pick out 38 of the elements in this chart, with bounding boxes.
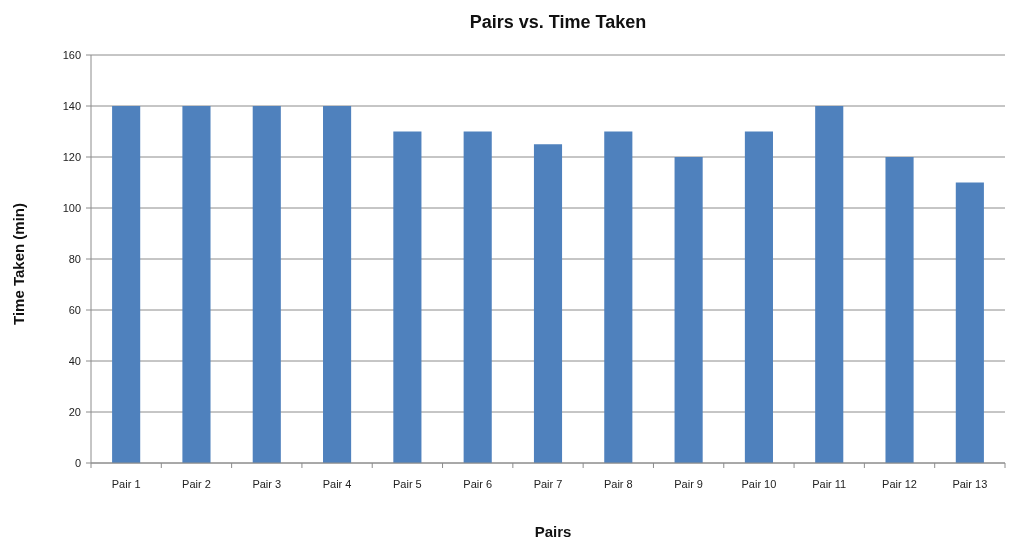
- x-tick-label: Pair 9: [674, 478, 703, 490]
- y-tick-label: 140: [62, 99, 81, 112]
- bar: [533, 144, 563, 463]
- bar: [393, 131, 422, 463]
- x-tick-label: Pair 1: [111, 478, 141, 490]
- bar: [252, 106, 281, 463]
- y-tick-label: 40: [68, 354, 81, 367]
- x-tick-label: Pair 10: [741, 478, 777, 490]
- bar: [744, 131, 773, 463]
- bar: [463, 131, 492, 463]
- x-tick-label: Pair 3: [252, 478, 282, 490]
- x-tick-label: Pair 4: [322, 478, 352, 490]
- x-tick-label: Pair 11: [812, 478, 847, 490]
- y-axis-title: Time Taken (min): [10, 203, 27, 325]
- bar: [674, 157, 703, 463]
- y-tick-label: 80: [68, 252, 81, 265]
- y-tick-label: 160: [62, 48, 81, 61]
- bar: [604, 131, 633, 463]
- y-tick-label: 100: [62, 201, 81, 214]
- y-tick-label: 0: [74, 456, 81, 469]
- x-tick-label: Pair 7: [533, 478, 563, 490]
- bar: [182, 106, 211, 463]
- y-tick-label: 120: [62, 150, 81, 163]
- bar: [323, 106, 352, 463]
- bar: [885, 157, 914, 463]
- y-tick-label: 60: [68, 303, 81, 316]
- bar: [112, 106, 141, 463]
- bar: [815, 106, 844, 463]
- x-tick-label: Pair 5: [393, 478, 422, 490]
- x-axis-title: Pairs: [534, 523, 572, 540]
- x-tick-label: Pair 12: [882, 478, 917, 490]
- x-tick-label: Pair 13: [952, 478, 988, 490]
- y-tick-label: 20: [68, 405, 81, 418]
- x-tick-label: Pair 2: [182, 478, 211, 490]
- x-tick-label: Pair 8: [603, 478, 633, 490]
- chart-title: Pairs vs. Time Taken: [469, 12, 647, 32]
- x-tick-label: Pair 6: [463, 478, 493, 490]
- bar: [955, 182, 984, 463]
